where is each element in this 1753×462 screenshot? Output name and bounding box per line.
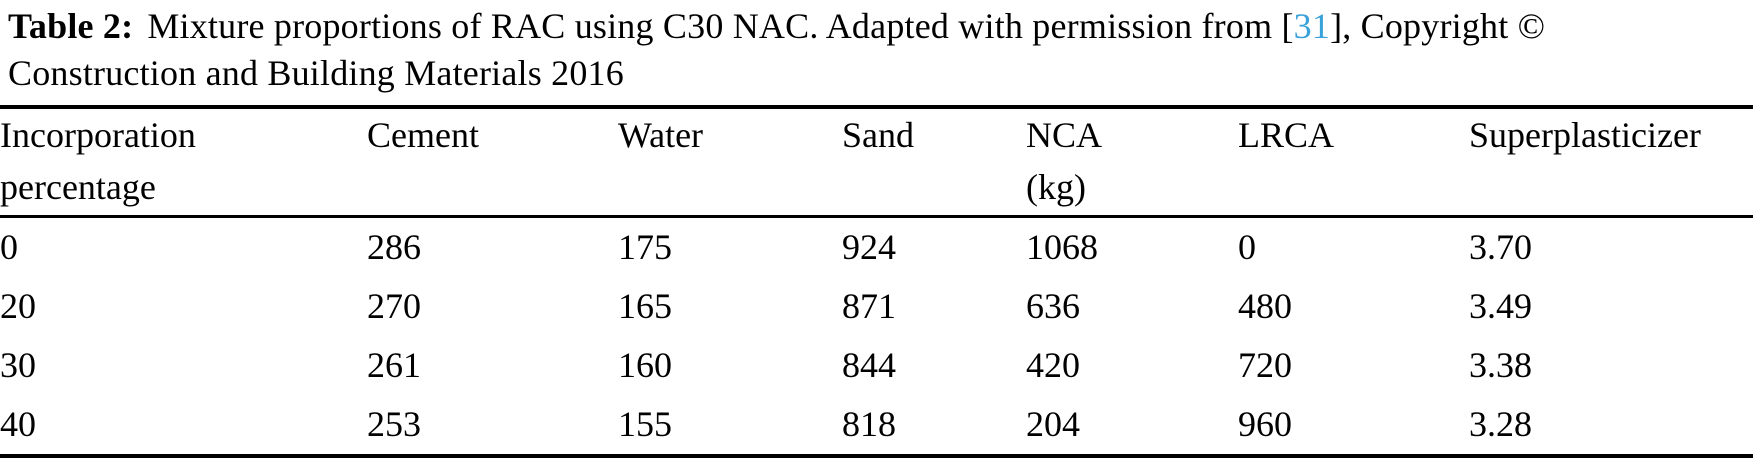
cell-incorporation: 0 xyxy=(0,227,18,267)
cell-sand: 871 xyxy=(842,286,896,326)
header-label-line2: percentage xyxy=(0,167,156,207)
cell-sand: 924 xyxy=(842,227,896,267)
header-label-line1: LRCA xyxy=(1238,115,1335,155)
table-row: 20 270 165 871 636 480 3.49 xyxy=(0,277,1753,336)
cell-lrca: 0 xyxy=(1238,227,1256,267)
caption-text-before: Mixture proportions of RAC using C30 NAC… xyxy=(147,6,1294,46)
cell-sand: 844 xyxy=(842,345,896,385)
cell-lrca: 960 xyxy=(1238,404,1292,444)
cell-nca: 204 xyxy=(1026,404,1080,444)
cell-cement: 286 xyxy=(367,227,421,267)
caption-text-after: ], Copyright © xyxy=(1330,6,1546,46)
header-cell-superplasticizer: Superplasticizer xyxy=(1469,107,1753,218)
table-row: 0 286 175 924 1068 0 3.70 xyxy=(0,217,1753,278)
header-label-line1: Water xyxy=(618,115,704,155)
cell-superplasticizer: 3.70 xyxy=(1469,227,1532,267)
header-cell-water: Water xyxy=(618,107,842,218)
citation-link[interactable]: 31 xyxy=(1293,6,1331,46)
caption-label: Table 2: xyxy=(8,6,134,46)
header-cell-incorporation-percentage: Incorporation percentage xyxy=(0,107,367,218)
header-cell-cement: Cement xyxy=(367,107,618,218)
cell-superplasticizer: 3.49 xyxy=(1469,286,1532,326)
cell-superplasticizer: 3.38 xyxy=(1469,345,1532,385)
cell-nca: 420 xyxy=(1026,345,1080,385)
cell-cement: 261 xyxy=(367,345,421,385)
cell-cement: 253 xyxy=(367,404,421,444)
header-cell-lrca: LRCA xyxy=(1238,107,1469,218)
cell-water: 155 xyxy=(618,404,672,444)
table-body: 0 286 175 924 1068 0 3.70 20 270 165 871… xyxy=(0,217,1753,457)
table-caption: Table 2: Mixture proportions of RAC using… xyxy=(0,0,1753,97)
cell-sand: 818 xyxy=(842,404,896,444)
header-label-line1: Cement xyxy=(367,115,479,155)
mixture-proportions-table: Incorporation percentage Cement Water Sa… xyxy=(0,105,1753,458)
header-label-line1: Sand xyxy=(842,115,914,155)
cell-lrca: 480 xyxy=(1238,286,1292,326)
header-label-line1: Superplasticizer xyxy=(1469,115,1701,155)
caption-line2: Construction and Building Materials 2016 xyxy=(8,53,624,93)
header-cell-sand: Sand xyxy=(842,107,1026,218)
cell-incorporation: 30 xyxy=(0,345,36,385)
cell-nca: 636 xyxy=(1026,286,1080,326)
header-label-line1: Incorporation xyxy=(0,115,196,155)
cell-cement: 270 xyxy=(367,286,421,326)
header-label-line2: (kg) xyxy=(1026,167,1086,207)
table-header-row: Incorporation percentage Cement Water Sa… xyxy=(0,107,1753,218)
header-cell-nca: NCA (kg) xyxy=(1026,107,1238,218)
cell-superplasticizer: 3.28 xyxy=(1469,404,1532,444)
table-row: 40 253 155 818 204 960 3.28 xyxy=(0,395,1753,456)
cell-incorporation: 20 xyxy=(0,286,36,326)
cell-incorporation: 40 xyxy=(0,404,36,444)
cell-water: 165 xyxy=(618,286,672,326)
cell-water: 160 xyxy=(618,345,672,385)
header-label-line1: NCA xyxy=(1026,115,1103,155)
cell-nca: 1068 xyxy=(1026,227,1098,267)
cell-water: 175 xyxy=(618,227,672,267)
cell-lrca: 720 xyxy=(1238,345,1292,385)
table-row: 30 261 160 844 420 720 3.38 xyxy=(0,336,1753,395)
